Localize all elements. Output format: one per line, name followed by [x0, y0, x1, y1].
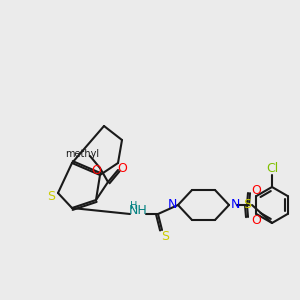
- Text: O: O: [251, 214, 261, 226]
- Text: S: S: [47, 190, 55, 202]
- Text: O: O: [117, 161, 127, 175]
- Text: S: S: [161, 230, 169, 242]
- Text: H: H: [130, 201, 138, 211]
- Text: Cl: Cl: [266, 163, 278, 176]
- Text: NH: NH: [129, 205, 147, 218]
- Text: O: O: [91, 164, 101, 176]
- Text: O: O: [251, 184, 261, 196]
- Text: methyl: methyl: [65, 149, 99, 159]
- Text: N: N: [167, 199, 177, 212]
- Text: N: N: [230, 199, 240, 212]
- Text: S: S: [243, 199, 251, 212]
